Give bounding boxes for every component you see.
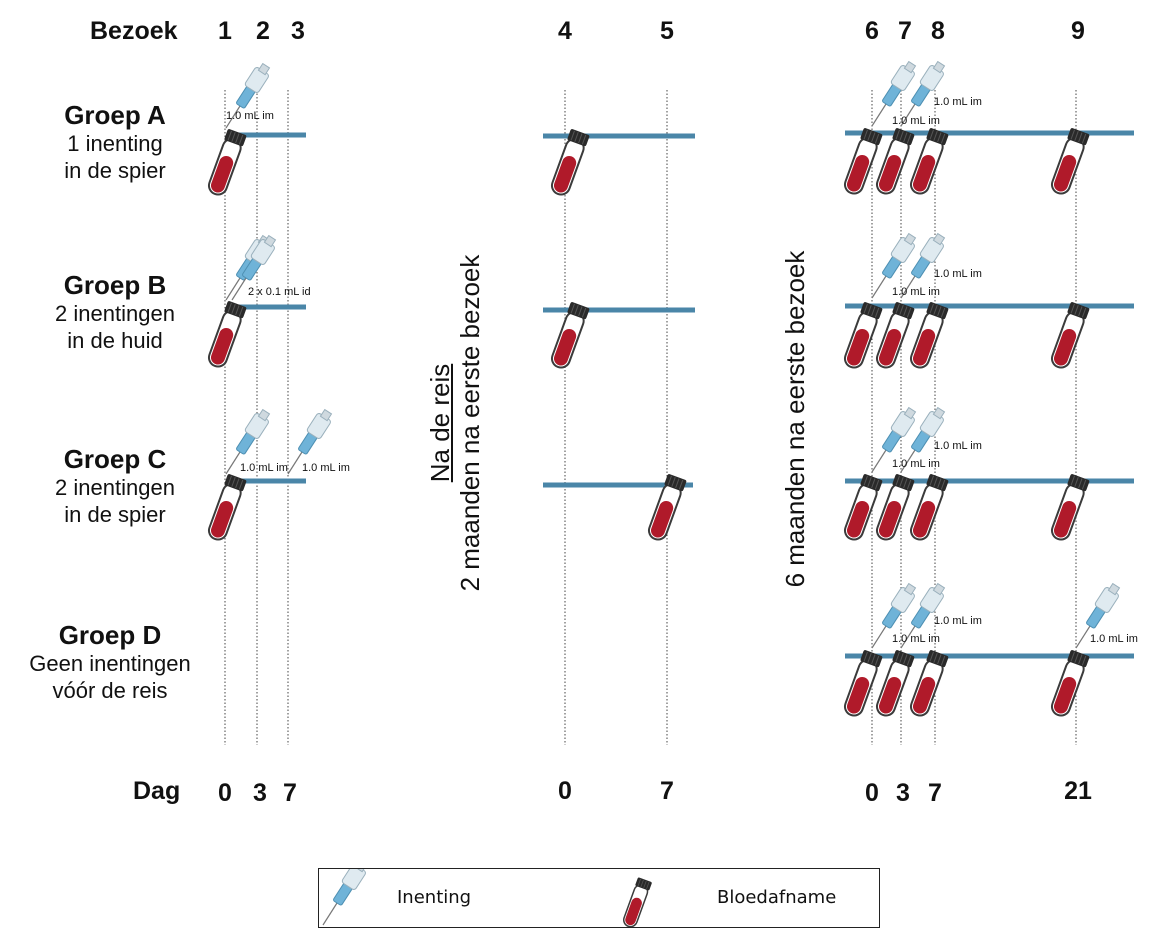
visit-number: 8 <box>931 17 945 45</box>
dose-label: 1.0 mL im <box>302 462 350 474</box>
group-name: Groep C <box>63 444 167 474</box>
blood-draw-tube-icon <box>204 472 248 544</box>
visit-number: 4 <box>558 17 572 45</box>
dose-label: 2 x 0.1 mL id <box>248 286 311 298</box>
visit-number: 5 <box>660 17 674 45</box>
dose-label: 1.0 mL im <box>892 115 940 127</box>
visit-number: 3 <box>291 17 305 45</box>
dose-label: 1.0 mL im <box>892 633 940 645</box>
day-number: 0 <box>865 779 879 807</box>
blood-draw-tube-icon <box>1047 648 1091 720</box>
day-number: 21 <box>1064 777 1092 805</box>
day-number: 7 <box>928 779 942 807</box>
six-month-phase-label: 6 maanden na eerste bezoek <box>780 249 810 589</box>
group-d-label: Groep D Geen inentingen vóór de reis <box>0 620 220 704</box>
group-description: in de spier <box>64 158 166 183</box>
dose-label: 1.0 mL im <box>240 462 288 474</box>
group-c-label: Groep C 2 inentingen in de spier <box>20 444 210 528</box>
group-description: 2 inentingen <box>55 475 175 500</box>
group-name: Groep B <box>63 270 167 300</box>
legend-injection-label: Inenting <box>397 887 472 908</box>
visit-number: 2 <box>256 17 270 45</box>
dose-label: 1.0 mL im <box>934 440 982 452</box>
day-number: 0 <box>218 779 232 807</box>
blood-draw-tube-icon <box>204 127 248 199</box>
legend-blood-label: Bloedafname <box>717 887 837 908</box>
legend-syringe-icon <box>322 869 371 926</box>
day-number: 3 <box>896 779 910 807</box>
group-description: 2 inentingen <box>55 301 175 326</box>
dose-label: 1.0 mL im <box>934 96 982 108</box>
blood-draw-tube-icon <box>204 299 248 371</box>
group-description: Geen inentingen <box>29 651 191 676</box>
legend-box: Inenting Bloedafname <box>318 868 880 928</box>
blood-draw-tube-icon <box>906 472 950 544</box>
group-description: in de huid <box>67 328 163 353</box>
day-number: 0 <box>558 777 572 805</box>
blood-draw-tube-icon <box>906 126 950 198</box>
day-number: 7 <box>283 779 297 807</box>
group-description: vóór de reis <box>52 678 168 703</box>
group-b-label: Groep B 2 inentingen in de huid <box>20 270 210 354</box>
group-description: in de spier <box>64 502 166 527</box>
trip-phase-title: Na de reis <box>425 363 455 483</box>
six-month-phase-title: 6 maanden na eerste bezoek <box>780 250 810 588</box>
blood-draw-tube-icon <box>906 300 950 372</box>
group-a-label: Groep A 1 inenting in de spier <box>20 100 210 184</box>
day-number: 3 <box>253 779 267 807</box>
day-number: 7 <box>660 777 674 805</box>
blood-draw-tube-icon <box>1047 300 1091 372</box>
visit-number: 9 <box>1071 17 1085 45</box>
blood-draw-tube-icon <box>1047 126 1091 198</box>
group-name: Groep D <box>58 620 162 650</box>
dose-label: 1.0 mL im <box>226 110 274 122</box>
group-description: 1 inenting <box>67 131 163 156</box>
dose-label: 1.0 mL im <box>892 286 940 298</box>
day-header-label: Dag <box>133 777 181 805</box>
visit-number: 6 <box>865 17 879 45</box>
group-name: Groep A <box>64 100 166 130</box>
blood-draw-tube-icon <box>906 648 950 720</box>
visit-number: 7 <box>898 17 912 45</box>
dose-label: 1.0 mL im <box>934 615 982 627</box>
blood-draw-tube-icon <box>1047 472 1091 544</box>
visit-number: 1 <box>218 17 232 45</box>
legend-tube-icon <box>620 876 653 927</box>
dose-label: 1.0 mL im <box>934 268 982 280</box>
trip-phase-label: Na de reis 2 maanden na eerste bezoek <box>425 253 485 593</box>
dose-label: 1.0 mL im <box>1090 633 1138 645</box>
blood-draw-tube-icon <box>547 127 591 199</box>
dose-label: 1.0 mL im <box>892 458 940 470</box>
trip-phase-subtitle: 2 maanden na eerste bezoek <box>455 254 485 592</box>
visit-header-label: Bezoek <box>90 17 178 45</box>
